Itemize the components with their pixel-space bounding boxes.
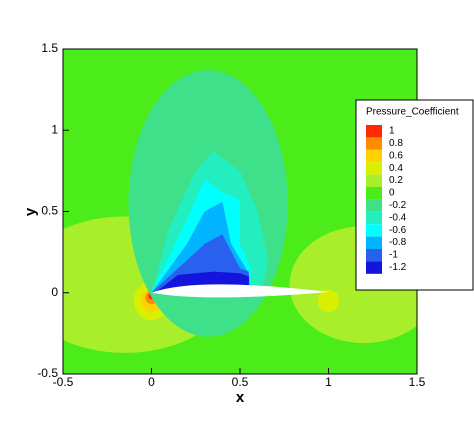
- legend-label: -1.2: [389, 262, 407, 273]
- legend-label: 0.8: [389, 138, 403, 149]
- y-axis-label: y: [22, 207, 39, 216]
- y-tick-label: -0.5: [37, 366, 58, 380]
- y-tick-label: 0.5: [41, 204, 58, 218]
- legend-label: 0.4: [389, 163, 403, 174]
- legend-swatch: [366, 149, 382, 163]
- legend-swatch: [366, 125, 382, 138]
- y-tick-label: 0: [51, 285, 58, 299]
- legend-swatch: [366, 187, 382, 200]
- legend-label: 0.2: [389, 175, 403, 186]
- x-tick-label: 1.5: [409, 375, 426, 389]
- legend-label: -0.6: [389, 225, 407, 236]
- legend-swatch: [366, 261, 382, 274]
- y-tick-label: 1: [51, 122, 58, 136]
- legend-label: -0.4: [389, 212, 407, 223]
- legend-label: -1: [389, 250, 398, 261]
- legend-swatch: [366, 236, 382, 249]
- legend-swatch: [366, 162, 382, 175]
- legend-title: Pressure_Coefficient: [366, 107, 459, 118]
- legend-swatch: [366, 211, 382, 225]
- airfoil: [151, 284, 329, 298]
- legend-label: 0: [389, 188, 395, 199]
- contour-region: [317, 289, 340, 313]
- y-tick-label: 1.5: [41, 41, 58, 55]
- x-axis-label: x: [236, 389, 245, 406]
- x-tick-label: 1: [325, 375, 332, 389]
- legend: Pressure_Coefficient 10.80.60.40.20-0.2-…: [355, 99, 474, 291]
- legend-label: -0.8: [389, 237, 407, 248]
- x-tick-label: -0.5: [53, 375, 74, 389]
- legend-swatch: [366, 224, 382, 237]
- legend-label: 0.6: [389, 150, 403, 161]
- x-tick-label: 0.5: [232, 375, 249, 389]
- legend-label: 1: [389, 126, 395, 137]
- legend-swatch: [366, 174, 382, 187]
- axes: -0.5 0 0.5 1 1.5 -0.5 0 0.5 1 1.5: [37, 41, 425, 389]
- legend-swatch: [366, 249, 382, 262]
- legend-label: -0.2: [389, 200, 407, 211]
- legend-swatch: [366, 199, 382, 212]
- x-tick-label: 0: [148, 375, 155, 389]
- legend-swatch: [366, 137, 382, 150]
